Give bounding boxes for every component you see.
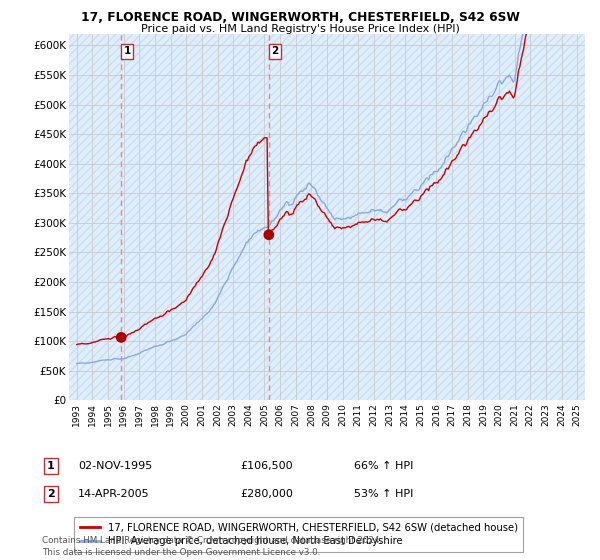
Text: Price paid vs. HM Land Registry's House Price Index (HPI): Price paid vs. HM Land Registry's House … xyxy=(140,24,460,34)
Text: Contains HM Land Registry data © Crown copyright and database right 2024.
This d: Contains HM Land Registry data © Crown c… xyxy=(42,536,382,557)
Point xyxy=(116,333,126,342)
Text: 1: 1 xyxy=(124,46,131,57)
Text: 02-NOV-1995: 02-NOV-1995 xyxy=(78,461,152,471)
Text: 17, FLORENCE ROAD, WINGERWORTH, CHESTERFIELD, S42 6SW: 17, FLORENCE ROAD, WINGERWORTH, CHESTERF… xyxy=(80,11,520,24)
Point xyxy=(264,230,274,239)
Text: 53% ↑ HPI: 53% ↑ HPI xyxy=(354,489,413,499)
Text: 66% ↑ HPI: 66% ↑ HPI xyxy=(354,461,413,471)
Text: £106,500: £106,500 xyxy=(240,461,293,471)
Text: 2: 2 xyxy=(271,46,278,57)
Text: £280,000: £280,000 xyxy=(240,489,293,499)
Legend: 17, FLORENCE ROAD, WINGERWORTH, CHESTERFIELD, S42 6SW (detached house), HPI: Ave: 17, FLORENCE ROAD, WINGERWORTH, CHESTERF… xyxy=(74,517,523,552)
Text: 1: 1 xyxy=(47,461,55,471)
Text: 14-APR-2005: 14-APR-2005 xyxy=(78,489,149,499)
Text: 2: 2 xyxy=(47,489,55,499)
